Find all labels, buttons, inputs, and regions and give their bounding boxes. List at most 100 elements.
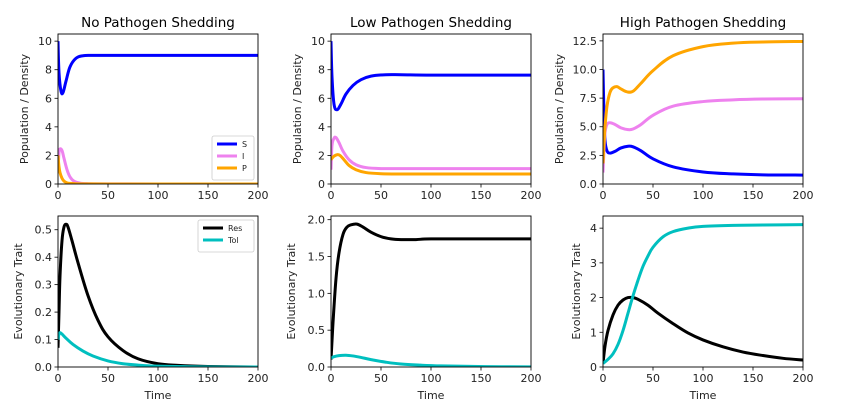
y-tick-label: 4 (590, 222, 597, 235)
legend-label-p: P (242, 164, 247, 173)
series-line-i (331, 135, 531, 171)
subplot-title: No Pathogen Shedding (81, 15, 235, 31)
series-group (603, 223, 803, 365)
x-tick-label: 150 (743, 372, 764, 385)
series-line-i (603, 97, 803, 173)
y-tick-label: 3 (590, 257, 597, 270)
y-tick-label: 2 (318, 149, 325, 162)
legend-label-tol: Tol (227, 236, 239, 245)
y-tick-label: 0.0 (580, 178, 598, 191)
series-group (331, 222, 531, 367)
x-tick-label: 200 (248, 189, 269, 202)
x-tick-label: 100 (693, 372, 714, 385)
y-tick-label: 7.5 (580, 92, 598, 105)
y-tick-label: 8 (45, 64, 52, 77)
y-tick-label: 0.0 (35, 361, 53, 374)
x-tick-label: 150 (471, 189, 492, 202)
x-tick-label: 50 (101, 372, 115, 385)
x-tick-label: 200 (521, 189, 542, 202)
y-axis-label: Evolutionary Trait (570, 243, 583, 340)
legend-box (197, 219, 255, 253)
y-tick-label: 4 (318, 121, 325, 134)
series-line-p (603, 39, 803, 164)
x-tick-label: 0 (328, 372, 335, 385)
x-tick-label: 50 (374, 372, 388, 385)
x-tick-label: 200 (248, 372, 269, 385)
y-tick-label: 0.1 (35, 334, 53, 347)
x-tick-label: 150 (743, 189, 764, 202)
y-tick-label: 1 (590, 326, 597, 339)
y-tick-label: 6 (318, 92, 325, 105)
x-tick-label: 50 (646, 372, 660, 385)
subplot-high-shed-trait: 0 50 100 150 200 0 1 2 3 4 Time Evolutionary Trait (570, 215, 814, 402)
series-line-s (58, 41, 258, 96)
x-tick-label: 0 (55, 189, 62, 202)
series-line-tol (331, 353, 531, 367)
x-tick-label: 0 (55, 372, 62, 385)
y-tick-label: 8 (318, 64, 325, 77)
series-group (603, 39, 803, 177)
x-tick-label: 200 (793, 189, 814, 202)
y-axis-label: Population / Density (18, 53, 31, 164)
y-tick-label: 2 (590, 292, 597, 305)
series-line-res (603, 295, 803, 364)
y-tick-label: 2.5 (580, 149, 598, 162)
y-tick-label: 5.0 (580, 121, 598, 134)
y-tick-label: 2 (45, 149, 52, 162)
x-tick-label: 100 (148, 189, 169, 202)
subplot-no-shed-pop: 0 50 100 150 200 0 2 4 6 8 10 No Pathogen Shedding P… (18, 15, 269, 202)
y-tick-label: 10 (38, 35, 52, 48)
subplot-title: Low Pathogen Shedding (350, 15, 512, 31)
x-tick-label: 100 (421, 189, 442, 202)
y-tick-label: 0.2 (35, 306, 53, 319)
series-line-res (58, 222, 258, 367)
legend-label-res: Res (228, 224, 242, 233)
y-axis-label: Population / Density (553, 53, 566, 164)
series-line-s (603, 69, 803, 177)
subplot-high-shed-pop: 0 50 100 150 200 0.0 2.5 5.0 7.5 10.0 12.5 High Pat… (553, 15, 814, 202)
x-axis-label: Time (144, 389, 172, 402)
series-line-p (331, 153, 531, 176)
x-axis-label: Time (417, 389, 445, 402)
series-line-res (331, 222, 531, 360)
y-tick-label: 0 (318, 178, 325, 191)
series-line-p (58, 155, 258, 184)
y-axis-label: Evolutionary Trait (285, 243, 298, 340)
x-tick-label: 50 (101, 189, 115, 202)
y-tick-label: 0 (45, 178, 52, 191)
y-axis-label: Evolutionary Trait (12, 243, 25, 340)
y-tick-label: 2.0 (308, 214, 326, 227)
y-tick-label: 0.5 (308, 324, 326, 337)
x-tick-label: 0 (600, 189, 607, 202)
y-tick-label: 12.5 (573, 35, 598, 48)
y-tick-label: 0.5 (35, 224, 53, 237)
y-tick-label: 1.0 (308, 287, 326, 300)
subplot-title: High Pathogen Shedding (620, 15, 786, 31)
x-tick-label: 0 (600, 372, 607, 385)
y-tick-label: 0 (590, 361, 597, 374)
x-tick-label: 150 (198, 372, 219, 385)
y-tick-label: 0.4 (35, 251, 53, 264)
subplot-no-shed-trait: 0 50 100 150 200 0.0 0.1 0.2 0.3 0.4 0.5 Time Evolut… (12, 215, 269, 402)
x-tick-label: 150 (471, 372, 492, 385)
y-tick-label: 6 (45, 92, 52, 105)
y-tick-label: 1.5 (308, 251, 326, 264)
y-tick-label: 4 (45, 121, 52, 134)
legend: SIP (211, 135, 255, 181)
x-tick-label: 50 (374, 189, 388, 202)
y-tick-label: 10.0 (573, 63, 598, 76)
axes-frame (602, 33, 804, 185)
x-tick-label: 50 (646, 189, 660, 202)
series-line-s (331, 41, 531, 112)
series-line-tol (58, 331, 258, 367)
series-group (331, 41, 531, 176)
x-tick-label: 100 (693, 189, 714, 202)
series-line-tol (603, 223, 803, 365)
x-axis-label: Time (689, 389, 717, 402)
y-tick-label: 10 (311, 35, 325, 48)
legend-label-s: S (242, 140, 247, 149)
y-tick-label: 0.3 (35, 279, 53, 292)
subplot-low-shed-trait: 0 50 100 150 200 0.0 0.5 1.0 1.5 2.0 Time Evolution… (285, 214, 542, 402)
x-tick-label: 100 (421, 372, 442, 385)
